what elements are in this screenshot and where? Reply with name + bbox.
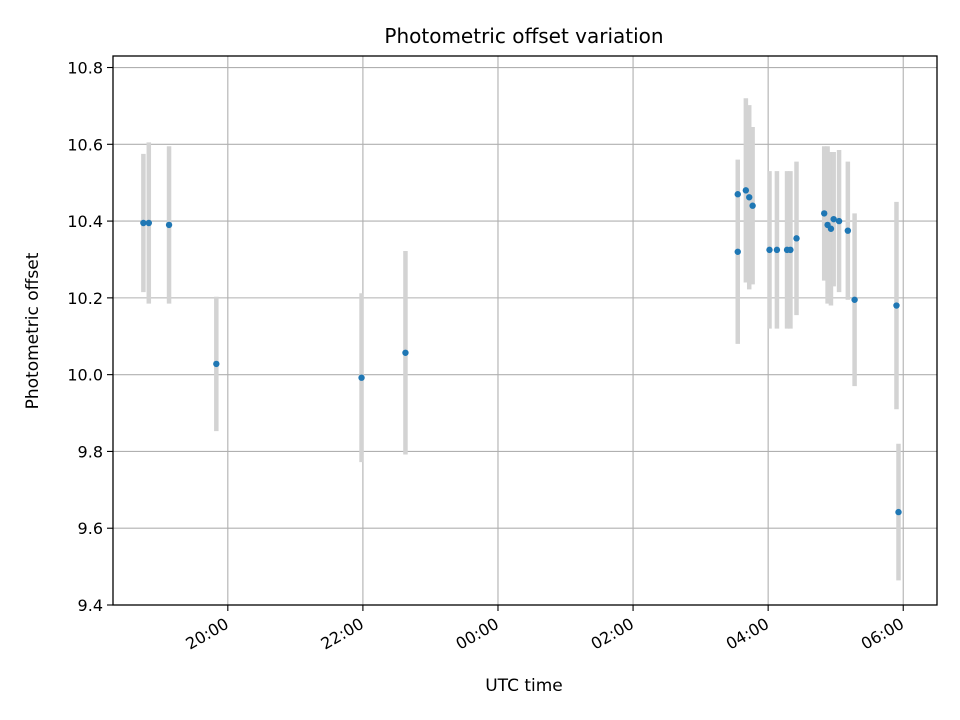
data-point xyxy=(895,508,902,516)
y-tick-label: 10.2 xyxy=(67,289,103,308)
y-tick-label: 9.8 xyxy=(78,442,103,461)
data-point xyxy=(835,217,843,225)
y-axis-label: Photometric offset xyxy=(23,252,43,409)
y-axis: 9.4 9.6 9.8 10.0 10.2 10.4 10.6 10.8 xyxy=(67,59,113,615)
data-point xyxy=(742,187,750,194)
y-tick-label: 10.8 xyxy=(67,59,103,78)
data-point xyxy=(165,221,173,229)
y-tick-label: 9.4 xyxy=(78,596,103,615)
data-points xyxy=(140,187,902,516)
data-point xyxy=(773,246,781,254)
y-tick-label: 10.4 xyxy=(67,212,103,231)
data-point xyxy=(358,374,365,381)
chart-title: Photometric offset variation xyxy=(384,24,663,48)
data-point xyxy=(734,191,741,198)
y-tick-label: 9.6 xyxy=(78,519,103,538)
data-point xyxy=(734,248,741,255)
data-point xyxy=(766,246,773,254)
y-tick-label: 10.6 xyxy=(67,135,103,154)
data-point xyxy=(145,219,152,227)
data-point xyxy=(787,246,794,254)
data-point xyxy=(140,219,147,227)
data-point xyxy=(402,349,409,356)
data-point xyxy=(749,202,756,209)
x-axis-label: UTC time xyxy=(485,676,563,696)
data-point xyxy=(851,296,858,303)
data-point xyxy=(844,227,852,234)
grid xyxy=(113,56,937,606)
data-point xyxy=(746,194,753,201)
data-point xyxy=(827,225,835,232)
data-point xyxy=(893,302,900,309)
data-point xyxy=(821,210,828,217)
plot-frame xyxy=(112,55,938,606)
data-point xyxy=(793,235,800,242)
data-point xyxy=(830,215,837,223)
y-tick-label: 10.0 xyxy=(67,366,103,385)
data-point xyxy=(213,360,220,368)
